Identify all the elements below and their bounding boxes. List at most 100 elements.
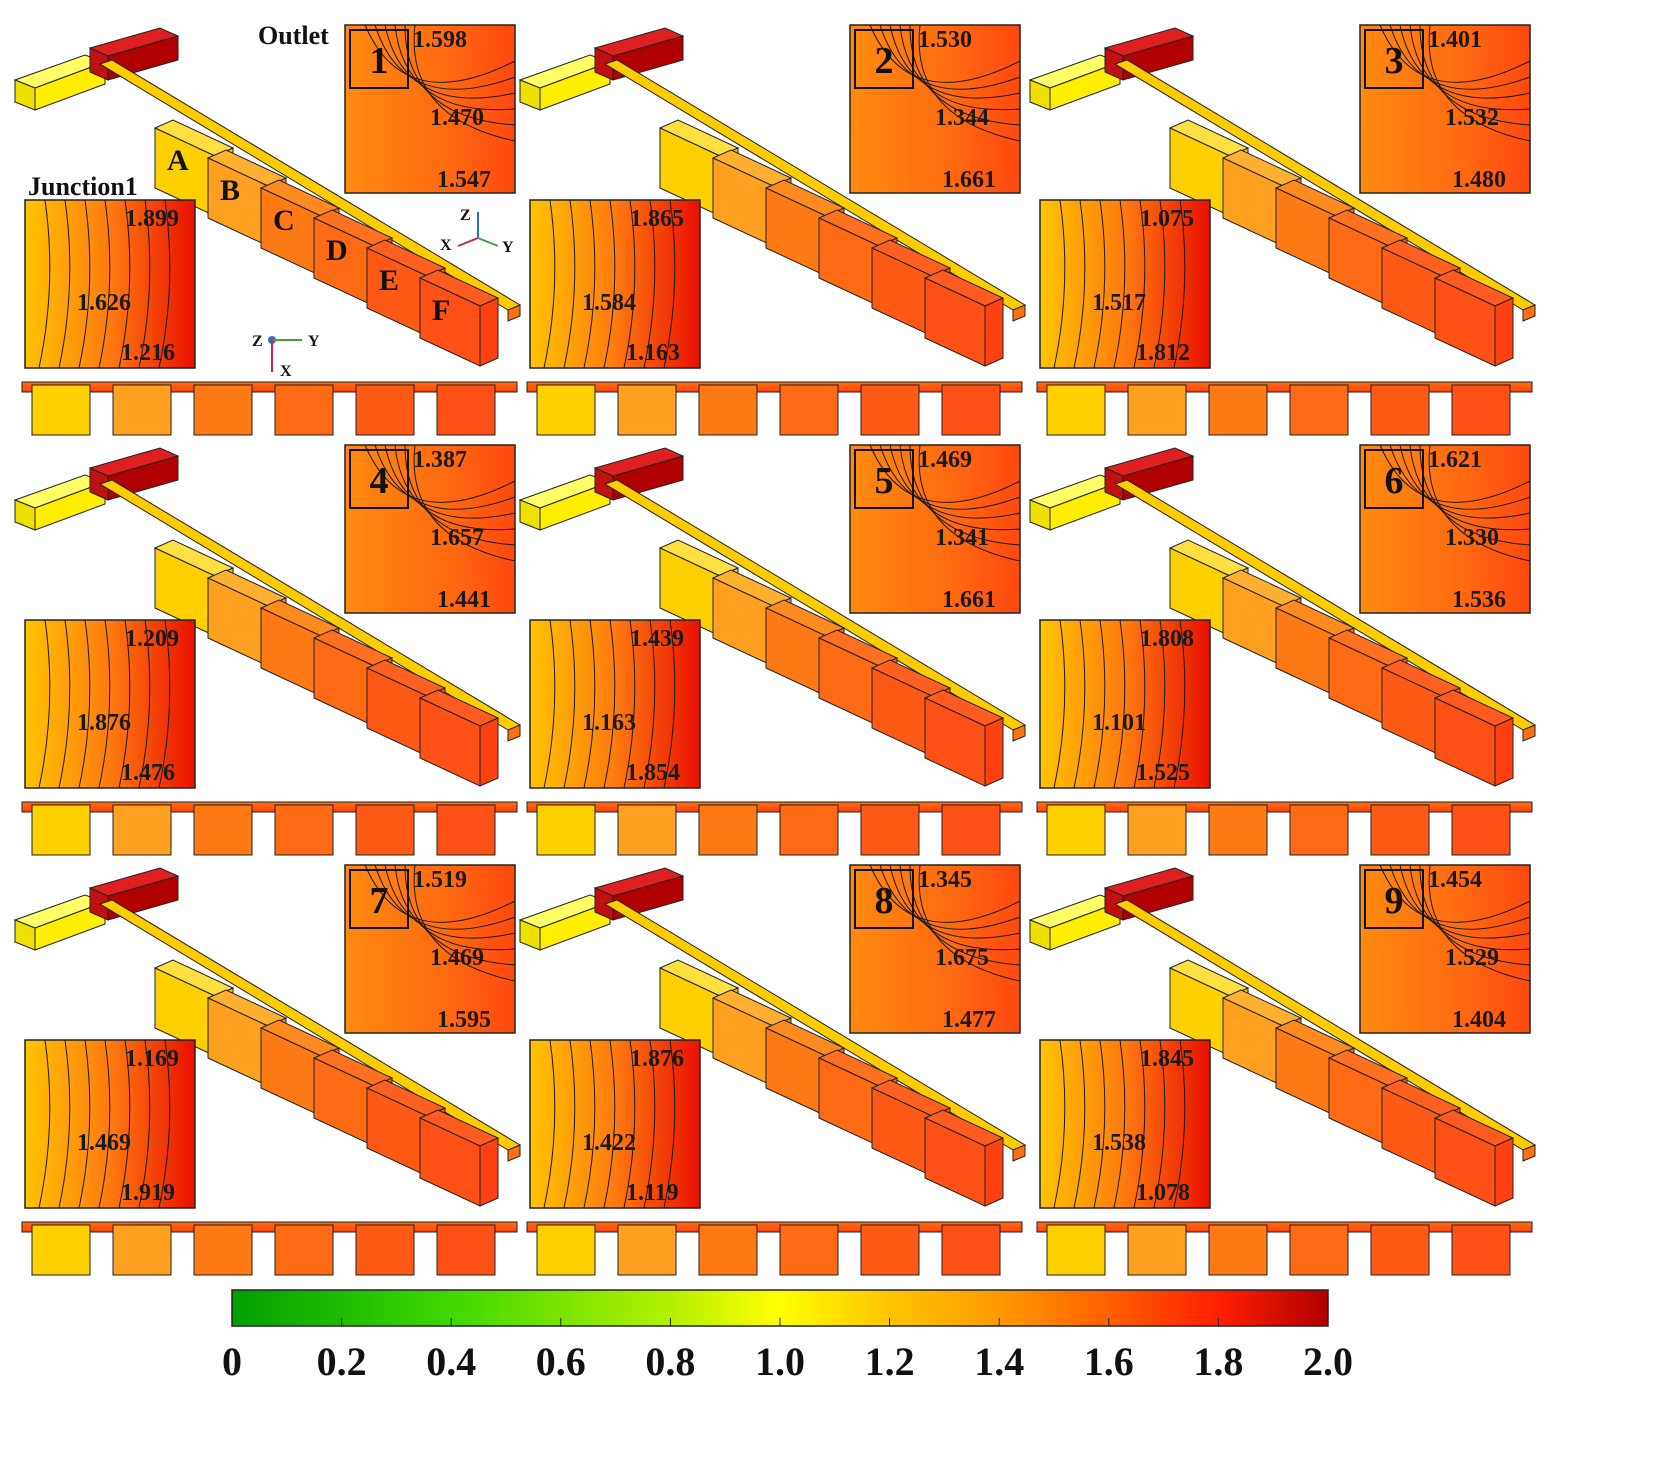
strip-module bbox=[860, 1224, 920, 1276]
strip-module bbox=[617, 1224, 677, 1276]
contour-line bbox=[583, 1039, 596, 1209]
contour-line bbox=[909, 24, 1021, 126]
strip-module bbox=[1046, 1224, 1106, 1276]
contour-line bbox=[1173, 619, 1186, 789]
outlet-value-1: 1.519 bbox=[413, 867, 467, 893]
iso-model bbox=[13, 867, 522, 1207]
outlet-value-1: 1.621 bbox=[1428, 447, 1482, 473]
contour-line bbox=[1153, 1039, 1166, 1209]
strip-module bbox=[1127, 384, 1187, 436]
inlet-block-front bbox=[539, 901, 611, 951]
module-side bbox=[1494, 1137, 1514, 1207]
strip-module bbox=[1208, 1224, 1268, 1276]
panel-number: 5 bbox=[875, 460, 894, 502]
x-axis-label: X bbox=[280, 363, 292, 380]
junction-inset: 1.075 1.517 1.812 bbox=[1039, 199, 1211, 369]
strip-channel bbox=[526, 801, 1023, 813]
contour-line bbox=[38, 199, 51, 369]
inlet-block-front bbox=[1049, 61, 1121, 111]
strip-module bbox=[112, 1224, 172, 1276]
contour-line bbox=[413, 864, 516, 982]
strip-module bbox=[31, 384, 91, 436]
contour-line bbox=[158, 1039, 171, 1209]
contour-line bbox=[563, 199, 576, 369]
outlet-contour-map bbox=[1359, 24, 1531, 194]
contour-line bbox=[909, 444, 1021, 546]
outlet-value-3: 1.480 bbox=[1452, 167, 1506, 193]
module-side bbox=[479, 717, 499, 787]
colorbar-tick-label: 1.6 bbox=[1084, 1339, 1134, 1384]
outlet-value-2: 1.341 bbox=[935, 525, 989, 551]
strip-module bbox=[1451, 1224, 1511, 1276]
inlet-block-front bbox=[539, 481, 611, 531]
junction-value-3: 1.854 bbox=[626, 760, 680, 786]
contour-line bbox=[98, 199, 111, 369]
channel-end bbox=[507, 304, 521, 322]
inlet-block-front bbox=[34, 61, 106, 111]
junction-value-1: 1.876 bbox=[630, 1046, 684, 1072]
strip-channel bbox=[1036, 1221, 1533, 1233]
panel-number: 4 bbox=[370, 460, 389, 502]
contour-line bbox=[98, 619, 111, 789]
outlet-value-1: 1.469 bbox=[918, 447, 972, 473]
contour-line bbox=[899, 24, 1021, 111]
outlet-value-1: 1.345 bbox=[918, 867, 972, 893]
probe-box bbox=[1364, 869, 1424, 929]
outlet-value-2: 1.469 bbox=[430, 945, 484, 971]
contour-line bbox=[78, 1039, 91, 1209]
contour-line bbox=[623, 1039, 636, 1209]
iso-axes-triad: ZX Y bbox=[440, 207, 514, 256]
contour-line bbox=[583, 199, 596, 369]
contour-line bbox=[1409, 864, 1531, 951]
module-side bbox=[1494, 717, 1514, 787]
strip-module bbox=[941, 1224, 1001, 1276]
outlet-value-3: 1.547 bbox=[437, 167, 491, 193]
contour-line bbox=[889, 864, 1021, 939]
module-side bbox=[479, 1137, 499, 1207]
outlet-label: Outlet bbox=[258, 21, 329, 50]
outlet-block-side bbox=[1104, 467, 1124, 501]
junction-value-1: 1.169 bbox=[125, 1046, 179, 1072]
strip-channel bbox=[526, 1221, 1023, 1233]
strip-module bbox=[1046, 384, 1106, 436]
junction-inset: 1.865 1.584 1.163 bbox=[529, 199, 701, 369]
contour-line bbox=[1053, 1039, 1066, 1209]
inlet-block-front bbox=[539, 61, 611, 111]
contour-line bbox=[58, 1039, 71, 1209]
y-axis bbox=[477, 237, 499, 247]
strip-module bbox=[112, 804, 172, 856]
z-axis-label: Z bbox=[460, 207, 471, 224]
colorbar-tick-label: 0.6 bbox=[536, 1339, 586, 1384]
contour-line bbox=[1113, 1039, 1126, 1209]
contour-line bbox=[918, 444, 1021, 562]
strip-module bbox=[355, 384, 415, 436]
outlet-value-2: 1.532 bbox=[1445, 105, 1499, 131]
outlet-inset: 9 1.454 1.529 1.404 bbox=[1359, 864, 1531, 1034]
contour-line bbox=[663, 1039, 676, 1209]
strip-module bbox=[941, 384, 1001, 436]
junction-label: Junction1 bbox=[28, 172, 138, 201]
contour-line bbox=[384, 24, 516, 99]
strip-channel bbox=[21, 381, 518, 393]
strip-module bbox=[779, 1224, 839, 1276]
contour-line bbox=[404, 864, 516, 966]
inlet-block-front bbox=[34, 901, 106, 951]
outlet-block-side bbox=[594, 47, 614, 81]
panel-4: 4 1.387 1.657 1.441 1.209 1.876 1.476 bbox=[13, 444, 522, 856]
junction-value-1: 1.899 bbox=[125, 206, 179, 232]
outlet-value-3: 1.595 bbox=[437, 1007, 491, 1033]
colorbar-tick-label: 1.8 bbox=[1193, 1339, 1243, 1384]
contour-line bbox=[118, 619, 131, 789]
contour-line bbox=[1093, 619, 1106, 789]
junction-inset: 1.808 1.101 1.525 bbox=[1039, 619, 1211, 789]
contour-line bbox=[899, 864, 1021, 951]
outlet-value-2: 1.344 bbox=[935, 105, 989, 131]
panel-number: 9 bbox=[1385, 880, 1404, 922]
contour-line bbox=[1428, 444, 1531, 562]
channel-end bbox=[1012, 1144, 1026, 1162]
strip-module bbox=[698, 1224, 758, 1276]
colorbar-tick-label: 1.2 bbox=[865, 1339, 915, 1384]
iso-model bbox=[1028, 447, 1537, 787]
